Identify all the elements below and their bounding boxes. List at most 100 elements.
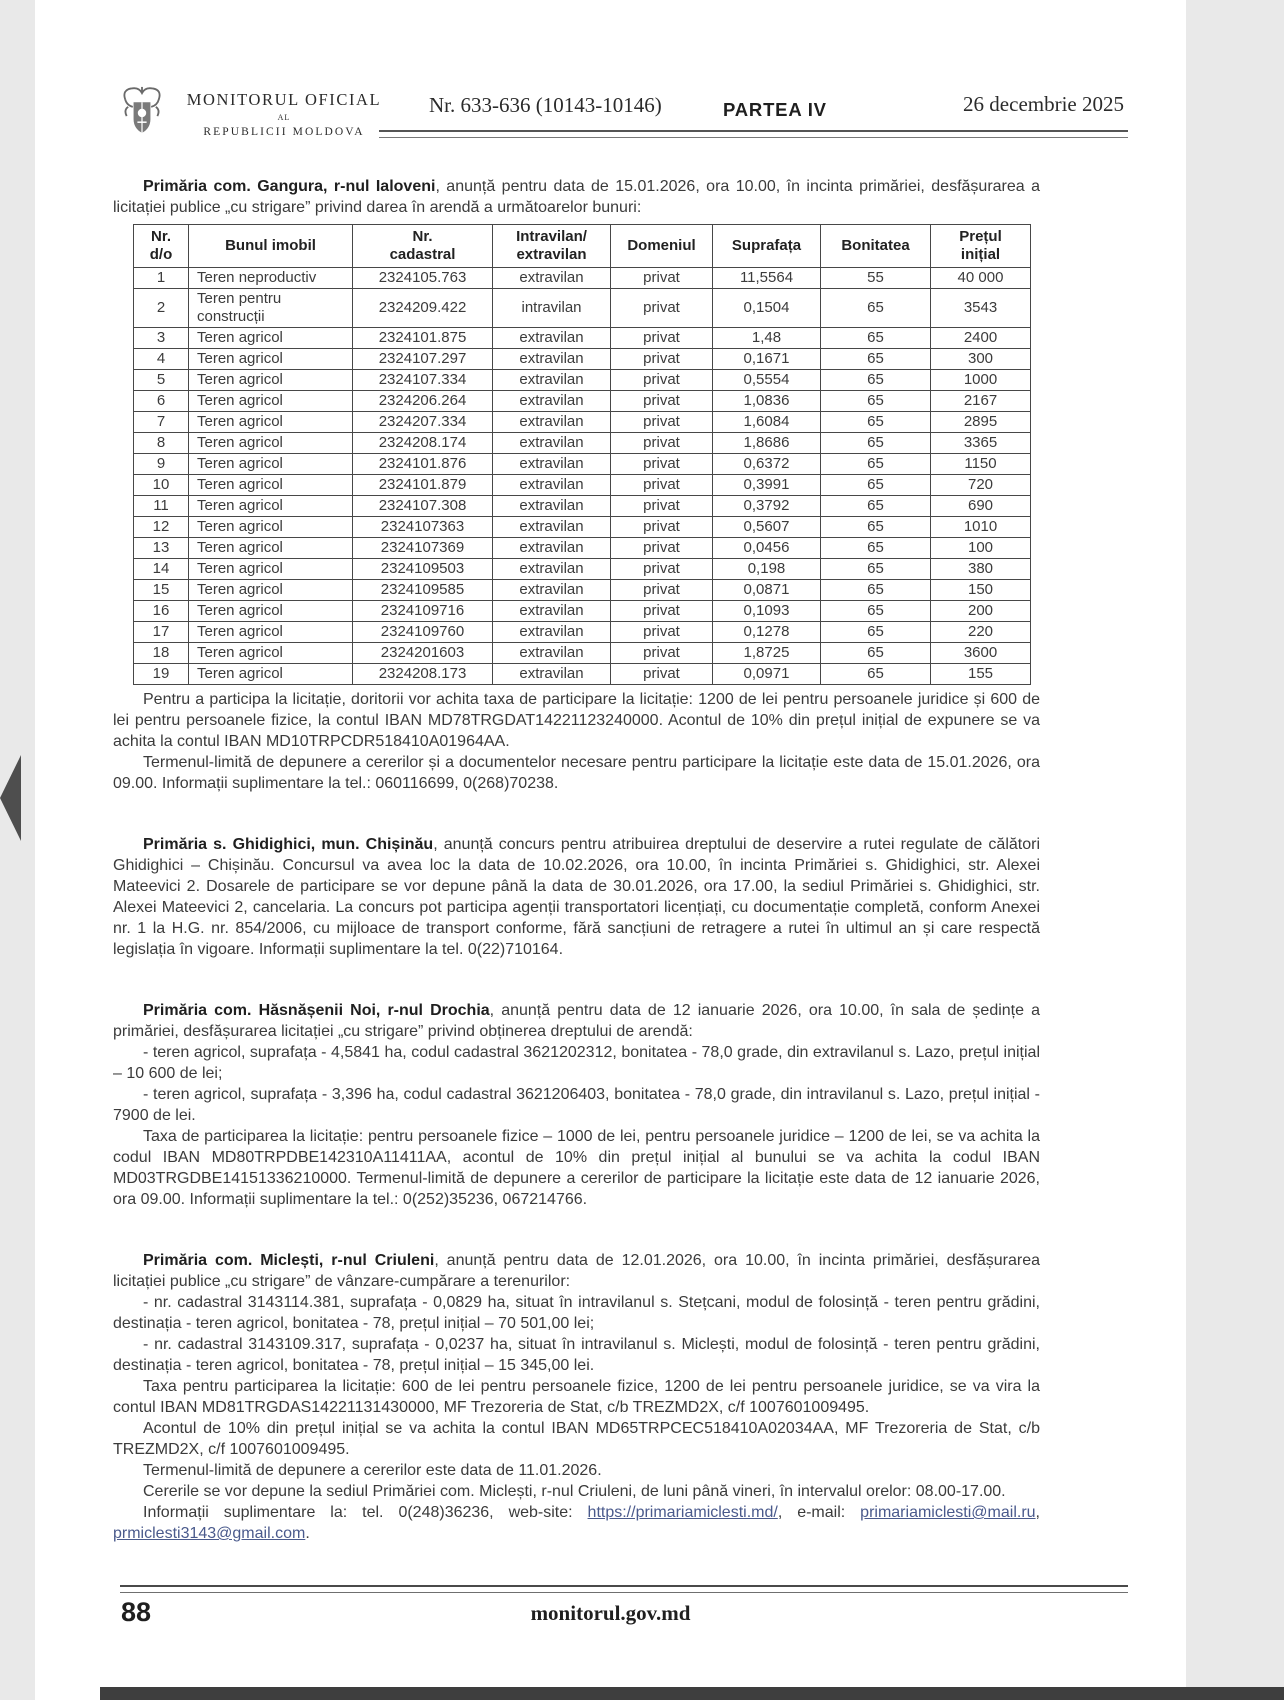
page-number: 88 [121,1597,152,1627]
website-link[interactable]: https://primariamiclesti.md/ [587,1504,778,1521]
table-cell: 14 [133,558,189,580]
gangura-paragraph-taxa: Pentru a participa la licitație, doritor… [113,691,1040,750]
table-cell: 65 [820,348,931,370]
table-cell: 17 [133,621,189,643]
table-cell: 220 [930,621,1031,643]
table-cell: 65 [820,288,931,328]
announcement-intro-text: , anunță pentru data de 12.01.2026, ora … [113,1252,1041,1290]
table-cell: extravilan [492,390,611,412]
table-cell: Teren agricol [188,390,353,412]
table-cell: 10 [133,474,189,496]
table-cell: 1,6084 [712,411,821,433]
table-cell: privat [610,267,713,289]
footer-divider [120,1585,1128,1593]
table-cell: extravilan [492,495,611,517]
table-cell: 15 [133,579,189,601]
table-cell: Teren agricol [188,327,353,349]
table-cell: 65 [820,663,931,685]
miclesti-paragraph-cereri: Cererile se vor depune la sediul Primări… [143,1483,1006,1500]
table-cell: 65 [820,495,931,517]
contact-text: . [305,1525,310,1542]
table-row: 2 Teren pentru construcții 2324209.422 intr… [133,288,1031,328]
table-cell: extravilan [492,579,611,601]
table-cell: privat [610,474,713,496]
miclesti-paragraph-termen: Termenul-limită de depunere a cererilor … [143,1462,602,1479]
table-cell: 65 [820,642,931,664]
part-label: PARTEA IV [723,99,827,120]
table-cell: 0,1278 [712,621,821,643]
col-header-intravilan: Intravilan/ extravilan [492,224,611,268]
table-cell: 2324101.875 [352,327,493,349]
table-cell: privat [610,288,713,328]
col-header-pretul: Prețul inițial [930,224,1031,268]
table-cell: Teren agricol [188,453,353,475]
table-row: 5 Teren agricol 2324107.334 extravilan priva… [133,369,1031,391]
miclesti-paragraph-acont: Acontul de 10% din prețul inițial se va … [113,1420,1040,1458]
table-cell: 0,0871 [712,579,821,601]
table-cell: 40 000 [930,267,1031,289]
table-cell: 2324107363 [352,516,493,538]
table-cell: privat [610,600,713,622]
table-cell: 55 [820,267,931,289]
announcement-lead: Primăria com. Gangura, r-nul Ialoveni [143,178,436,195]
table-cell: 2324208.174 [352,432,493,454]
table-cell: 155 [930,663,1031,685]
email-link-2[interactable]: prmiclesti3143@gmail.com [113,1525,306,1542]
table-cell: privat [610,348,713,370]
table-row: 7 Teren agricol 2324207.334 extravilan priva… [133,411,1031,433]
table-cell: 380 [930,558,1031,580]
table-cell: 0,0971 [712,663,821,685]
table-cell: 2324109760 [352,621,493,643]
table-cell: 3 [133,327,189,349]
col-header-bunul-imobil: Bunul imobil [188,224,353,268]
table-cell: privat [610,432,713,454]
table-cell: 12 [133,516,189,538]
email-link-1[interactable]: primariamiclesti@mail.ru [860,1504,1036,1521]
table-cell: extravilan [492,432,611,454]
contact-text: , [1035,1504,1040,1521]
table-cell: extravilan [492,369,611,391]
table-cell: Teren agricol [188,600,353,622]
table-cell: 2324207.334 [352,411,493,433]
table-cell: Teren pentru construcții [188,288,353,328]
table-cell: 1,8725 [712,642,821,664]
table-row: 8 Teren agricol 2324208.174 extravilan priva… [133,432,1031,454]
table-row: 11 Teren agricol 2324107.308 extravilan priv… [133,495,1031,517]
table-cell: 8 [133,432,189,454]
contact-text: , e-mail: [777,1504,861,1521]
miclesti-paragraph-contact: Informații suplimentare la: tel. 0(248)3… [113,1502,1040,1544]
table-cell: extravilan [492,663,611,685]
contact-text: Informații suplimentare la: tel. 0(248)3… [143,1504,588,1521]
masthead-subtitle: REPUBLICII MOLDOVA [203,126,365,138]
table-cell: 11,5564 [712,267,821,289]
table-cell: extravilan [492,327,611,349]
table-cell: 2324107.334 [352,369,493,391]
table-cell: 7 [133,411,189,433]
prev-page-arrow-icon[interactable] [0,755,21,841]
table-cell: 65 [820,432,931,454]
table-row: 17 Teren agricol 2324109760 extravilan priva… [133,621,1031,643]
table-cell: 0,5554 [712,369,821,391]
table-cell: 2324107.308 [352,495,493,517]
table-cell: 0,3792 [712,495,821,517]
table-cell: 65 [820,579,931,601]
issue-number: Nr. 633-636 (10143-10146) [429,93,662,117]
miclesti-item-2: - nr. cadastral 3143109.317, suprafața -… [113,1336,1040,1374]
table-cell: 65 [820,600,931,622]
table-cell: 3365 [930,432,1031,454]
table-cell: 16 [133,600,189,622]
table-cell: intravilan [492,288,611,328]
table-cell: 200 [930,600,1031,622]
table-header-row: Nr. d/o Bunul imobil Nr. cadastral Intra… [133,224,1031,268]
masthead: MONITORUL OFICIAL AL REPUBLICII MOLDOVA [173,90,395,138]
table-row: 14 Teren agricol 2324109503 extravilan priva… [133,558,1031,580]
table-cell: privat [610,579,713,601]
table-cell: privat [610,369,713,391]
table-cell: privat [610,327,713,349]
masthead-title: MONITORUL OFICIAL [186,90,382,109]
table-cell: 65 [820,327,931,349]
table-cell: 2324109503 [352,558,493,580]
announcement-lead: Primăria com. Miclești, r-nul Criuleni [143,1252,435,1269]
table-cell: 100 [930,537,1031,559]
